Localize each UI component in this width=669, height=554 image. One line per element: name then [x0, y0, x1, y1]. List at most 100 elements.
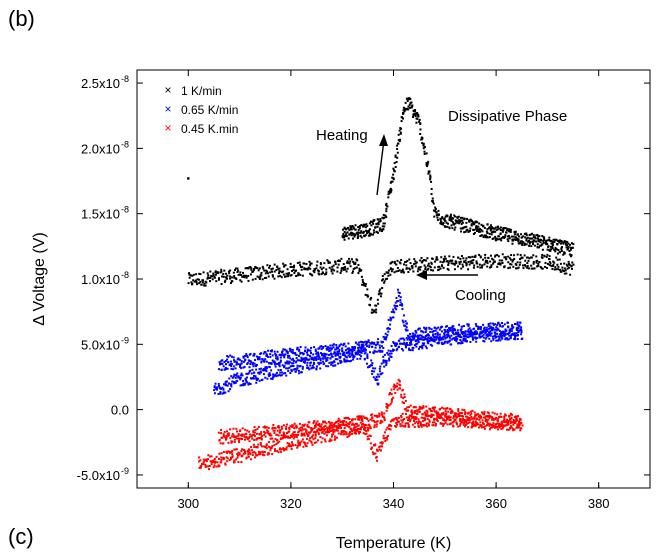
data-point: [512, 235, 515, 238]
data-point: [258, 358, 261, 361]
data-point: [433, 417, 436, 420]
data-point: [399, 301, 402, 304]
data-point: [469, 331, 472, 334]
data-point: [460, 414, 463, 417]
data-point: [385, 359, 388, 362]
data-point: [476, 221, 479, 224]
data-point: [268, 375, 271, 378]
data-point: [397, 294, 400, 297]
data-point: [325, 431, 328, 434]
data-point: [555, 248, 558, 251]
data-point: [226, 384, 229, 387]
data-point: [337, 352, 340, 355]
data-point: [285, 275, 288, 278]
data-point: [450, 219, 453, 222]
data-point: [513, 257, 516, 260]
data-point: [499, 229, 502, 232]
data-point: [492, 418, 495, 421]
data-point: [346, 417, 349, 420]
data-point: [363, 426, 366, 429]
data-point: [561, 266, 564, 269]
data-point: [425, 334, 428, 337]
data-point: [215, 465, 218, 468]
data-point: [260, 274, 263, 277]
data-point: [490, 265, 493, 268]
data-point: [253, 431, 256, 434]
data-point: [322, 266, 325, 269]
data-point: [403, 396, 406, 399]
data-point: [415, 261, 418, 264]
data-point: [423, 146, 426, 149]
data-point: [512, 265, 515, 268]
data-point: [494, 255, 497, 258]
data-point: [244, 274, 247, 277]
data-point: [318, 273, 321, 276]
data-point: [266, 431, 269, 434]
data-point: [432, 414, 435, 417]
data-point: [366, 438, 369, 441]
data-point: [361, 346, 364, 349]
data-point: [442, 266, 445, 269]
data-point: [362, 341, 365, 344]
data-point: [340, 430, 343, 433]
data-point: [446, 423, 449, 426]
data-point: [408, 414, 411, 417]
data-point: [495, 229, 498, 232]
data-point: [462, 337, 465, 340]
data-point: [342, 352, 345, 355]
data-point: [406, 99, 409, 102]
data-point: [507, 261, 510, 264]
data-point: [572, 263, 575, 266]
data-point: [314, 348, 317, 351]
data-point: [427, 262, 430, 265]
data-point: [254, 375, 257, 378]
data-point: [488, 266, 491, 269]
data-point: [375, 376, 378, 379]
data-point: [341, 420, 344, 423]
data-point: [481, 230, 484, 233]
data-point: [384, 278, 387, 281]
data-point: [230, 276, 233, 279]
data-point: [243, 435, 246, 438]
data-point: [293, 271, 296, 274]
data-point: [429, 177, 432, 180]
data-point: [514, 338, 517, 341]
data-point: [309, 361, 312, 364]
data-point: [209, 280, 212, 283]
y-tick-label: 2.0x10: [81, 141, 120, 156]
data-point: [364, 285, 367, 288]
data-point: [321, 353, 324, 356]
data-point: [523, 264, 526, 267]
data-point: [296, 359, 299, 362]
data-point: [293, 367, 296, 370]
data-point: [459, 216, 462, 219]
data-point: [378, 229, 381, 232]
data-point: [462, 325, 465, 328]
data-point: [412, 338, 415, 341]
data-point: [472, 259, 475, 262]
data-point: [484, 331, 487, 334]
data-point: [293, 435, 296, 438]
data-point: [338, 424, 341, 427]
data-point: [362, 428, 365, 431]
data-point: [498, 330, 501, 333]
data-point: [443, 217, 446, 220]
data-point: [285, 425, 288, 428]
data-point: [566, 248, 569, 251]
data-point: [340, 267, 343, 270]
data-point: [308, 431, 311, 434]
data-point: [511, 332, 514, 335]
data-point: [513, 428, 516, 431]
data-point: [563, 272, 566, 275]
data-point: [417, 267, 420, 270]
data-point: [469, 260, 472, 263]
data-point: [267, 275, 270, 278]
data-point: [442, 221, 445, 224]
data-point: [555, 268, 558, 271]
data-point: [304, 268, 307, 271]
data-point: [458, 220, 461, 223]
data-point: [252, 377, 255, 380]
data-point: [431, 424, 434, 427]
data-point: [482, 423, 485, 426]
data-point: [308, 439, 311, 442]
